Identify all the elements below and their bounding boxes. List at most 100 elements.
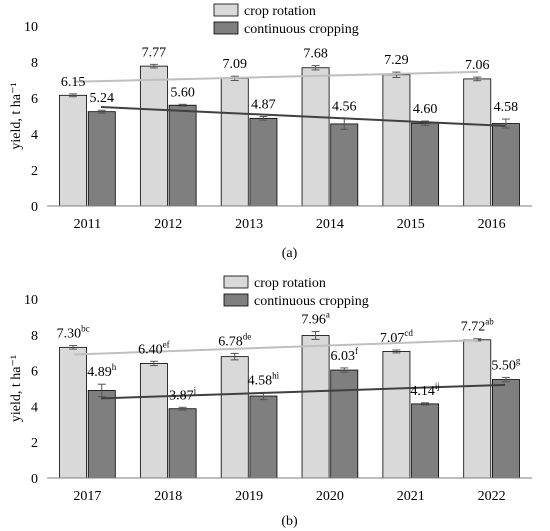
y-tick-label: 2 xyxy=(31,164,38,179)
data-label-value: 7.68 xyxy=(303,47,328,62)
bar-crop-rotation-2022 xyxy=(463,339,492,479)
data-label-value: 4.58 xyxy=(494,100,519,115)
x-tick-label: 2018 xyxy=(154,489,182,504)
legend-entry: crop rotation xyxy=(244,4,316,19)
data-label-value: 4.60 xyxy=(413,102,438,117)
data-label-value: 7.29 xyxy=(384,53,409,68)
data-label-superscript: de xyxy=(243,331,252,341)
data-label: 7.68 xyxy=(303,47,328,62)
data-label: 7.09 xyxy=(222,57,247,72)
x-tick-label: 2021 xyxy=(397,489,425,504)
data-label-value: 4.14 xyxy=(410,384,435,399)
data-label: 5.24 xyxy=(90,91,115,106)
trendline-continuous-cropping xyxy=(100,106,506,127)
legend-entry: continuous cropping xyxy=(254,294,369,309)
data-label: 6.15 xyxy=(61,75,86,90)
data-label-value: 7.96 xyxy=(301,313,326,328)
x-tick-label: 2017 xyxy=(73,489,101,504)
bar-continuous-cropping-2011 xyxy=(87,111,116,207)
trendline-crop-rotation xyxy=(73,70,479,83)
x-tick-label: 2011 xyxy=(74,217,101,232)
data-label: 4.87 xyxy=(251,98,276,113)
data-label: 4.56 xyxy=(332,100,357,115)
error-bar xyxy=(259,116,268,121)
bar-continuous-cropping-2017 xyxy=(87,390,116,479)
y-axis-label: yield, t ha⁻¹ xyxy=(9,82,24,149)
y-tick-label: 6 xyxy=(31,92,38,107)
data-label-superscript: h xyxy=(112,362,117,372)
data-label-superscript: g xyxy=(516,355,521,365)
legend-entry: continuous cropping xyxy=(244,22,359,37)
error-bar xyxy=(501,118,510,129)
bar-continuous-cropping-2015 xyxy=(411,122,440,207)
bar-crop-rotation-2013 xyxy=(220,77,249,207)
data-label-value: 4.58 xyxy=(248,373,273,388)
bar-continuous-cropping-2014 xyxy=(330,123,359,207)
y-tick-label: 0 xyxy=(31,472,38,487)
error-bar xyxy=(392,349,401,354)
bar-continuous-cropping-2021 xyxy=(411,403,440,479)
data-label-superscript: j xyxy=(193,385,197,395)
y-tick-label: 8 xyxy=(31,329,38,344)
data-label: 7.72ab xyxy=(461,317,494,335)
error-bar xyxy=(311,331,320,340)
legend-swatch xyxy=(213,21,239,35)
data-label-value: 5.60 xyxy=(170,85,195,100)
bar-crop-rotation-2012 xyxy=(139,65,168,207)
bar-crop-rotation-2015 xyxy=(382,74,411,207)
data-label: 6.40ef xyxy=(138,339,170,357)
data-label-superscript: ab xyxy=(485,317,494,327)
error-bar xyxy=(501,376,510,383)
data-label: 6.03f xyxy=(331,346,359,364)
y-tick-label: 4 xyxy=(31,400,38,415)
y-tick-label: 10 xyxy=(24,20,38,35)
legend-entry: crop rotation xyxy=(254,276,326,291)
bar-continuous-cropping-2020 xyxy=(330,369,359,479)
bar-continuous-cropping-2016 xyxy=(491,123,520,207)
data-label-superscript: ij xyxy=(435,381,440,391)
x-tick-label: 2019 xyxy=(235,489,263,504)
error-bar xyxy=(97,109,106,114)
data-label-superscript: ef xyxy=(163,339,170,349)
y-tick-label: 4 xyxy=(31,128,38,143)
error-bar xyxy=(230,352,239,361)
data-label: 7.96a xyxy=(301,310,330,328)
panel-caption: (a) xyxy=(282,246,298,261)
bar-crop-rotation-2021 xyxy=(382,351,411,479)
data-label: 7.06 xyxy=(465,58,490,73)
error-bar xyxy=(178,406,187,411)
data-label-value: 6.15 xyxy=(61,75,86,90)
chart-panel-1: 0 2 4 6 8 10 yield, t ha⁻¹ 7.30bc 6.40ef 6.78de 7.… xyxy=(9,275,532,529)
data-label-value: 7.77 xyxy=(142,45,167,60)
error-bar xyxy=(473,76,482,82)
legend: crop rotation continuous cropping xyxy=(213,3,359,37)
error-bar xyxy=(97,383,106,398)
y-tick-label: 0 xyxy=(31,200,38,215)
data-label-value: 7.72 xyxy=(461,320,486,335)
bar-continuous-cropping-2018 xyxy=(168,408,197,479)
data-label: 4.60 xyxy=(413,102,438,117)
error-bar xyxy=(149,360,158,367)
data-label: 5.50g xyxy=(491,355,521,373)
error-bar xyxy=(311,65,320,71)
data-label-value: 4.87 xyxy=(251,98,276,113)
data-label-value: 6.03 xyxy=(331,349,356,364)
bar-crop-rotation-2017 xyxy=(59,346,88,479)
chart-panel-0: 0 2 4 6 8 10 yield, t ha⁻¹ 6.15 7.77 7.09 7.68 7.29… xyxy=(9,3,532,261)
panel-caption: (b) xyxy=(281,514,298,529)
trendline-crop-rotation xyxy=(73,339,479,356)
legend-swatch xyxy=(213,3,239,17)
data-label-value: 5.24 xyxy=(90,91,115,106)
data-label: 4.14ij xyxy=(410,381,440,399)
data-label: 4.58hi xyxy=(248,370,280,388)
x-tick-label: 2015 xyxy=(397,217,425,232)
x-tick-label: 2022 xyxy=(478,489,506,504)
data-label-value: 7.06 xyxy=(465,58,490,73)
bar-crop-rotation-2020 xyxy=(301,335,330,479)
bar-continuous-cropping-2019 xyxy=(249,395,278,479)
data-label: 7.30bc xyxy=(57,324,90,342)
legend-swatch xyxy=(223,275,249,289)
data-label: 3.87j xyxy=(169,385,196,403)
error-bar xyxy=(69,345,78,350)
